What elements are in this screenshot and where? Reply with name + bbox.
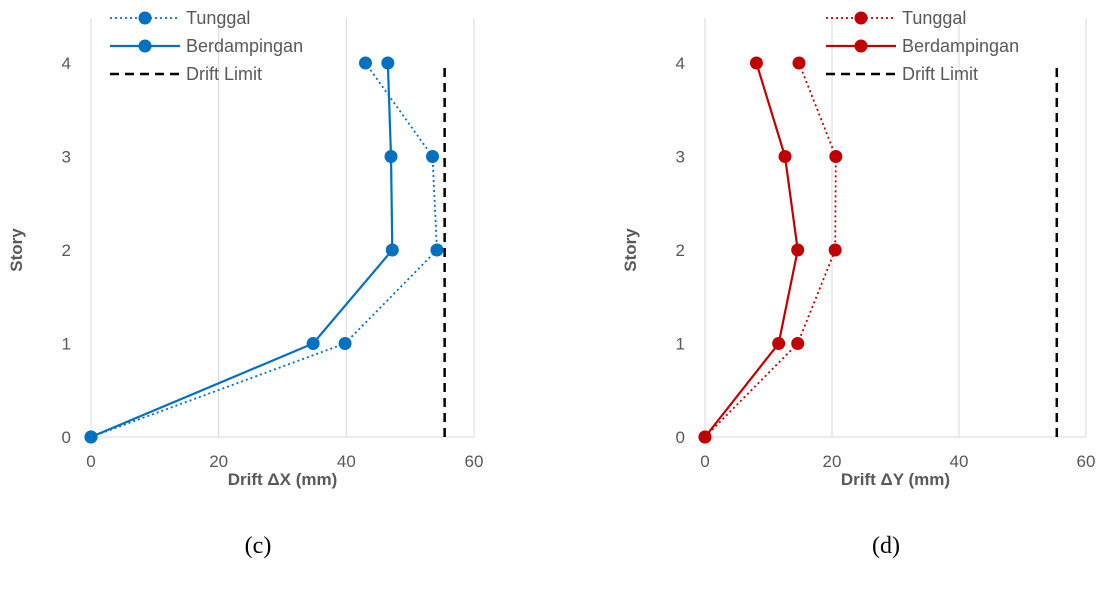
figure-caption: (d) xyxy=(872,533,900,559)
x-tick-label: 20 xyxy=(823,452,842,471)
y-tick-label: 4 xyxy=(676,54,685,73)
data-point-tunggal xyxy=(791,337,805,350)
y-axis-title: Story xyxy=(7,228,26,272)
y-tick-label: 2 xyxy=(676,241,685,260)
legend-marker xyxy=(138,39,152,53)
legend-marker xyxy=(854,39,868,53)
y-tick-label: 3 xyxy=(62,148,71,167)
x-tick-label: 20 xyxy=(209,452,228,471)
series-line-tunggal xyxy=(704,62,837,438)
chart-c: 0 20 40 60 0 1 2 3 4 Drift ΔX (mm) Story Tunggal Ber… xyxy=(7,8,483,559)
data-point-berdampingan xyxy=(306,337,320,350)
series-line-berdampingan xyxy=(704,62,799,438)
data-point-berdampingan xyxy=(698,430,712,444)
data-point-berdampingan xyxy=(778,150,792,163)
data-point-tunggal xyxy=(829,150,843,163)
y-tick-label: 0 xyxy=(62,428,71,447)
y-axis-title: Story xyxy=(621,228,640,272)
x-axis-title: Drift ΔX (mm) xyxy=(228,470,338,489)
figure-caption: (c) xyxy=(245,533,272,559)
legend-label: Drift Limit xyxy=(186,64,262,84)
x-tick-label: 40 xyxy=(337,452,356,471)
x-tick-label: 0 xyxy=(86,452,95,471)
y-tick-label: 3 xyxy=(676,148,685,167)
x-tick-label: 0 xyxy=(700,452,709,471)
data-point-berdampingan xyxy=(791,243,805,257)
data-point-berdampingan xyxy=(385,243,399,257)
y-tick-label: 0 xyxy=(676,428,685,447)
legend-label: Drift Limit xyxy=(902,64,978,84)
data-point-tunggal xyxy=(338,337,352,350)
y-tick-label: 1 xyxy=(676,335,685,354)
x-tick-label: 60 xyxy=(1077,452,1096,471)
legend-marker xyxy=(854,11,868,25)
y-tick-label: 1 xyxy=(62,335,71,354)
legend-marker xyxy=(138,11,152,25)
legend-label: Berdampingan xyxy=(902,36,1019,56)
data-point-tunggal xyxy=(426,150,440,163)
data-point-berdampingan xyxy=(384,150,398,163)
y-tick-label: 4 xyxy=(62,54,71,73)
legend-label: Berdampingan xyxy=(186,36,303,56)
legend-label: Tunggal xyxy=(186,8,250,28)
series-line-tunggal xyxy=(90,62,438,438)
data-point-tunggal xyxy=(430,243,444,257)
chart-d: 0 20 40 60 0 1 2 3 4 Drift ΔY (mm) Story Tunggal Ber… xyxy=(621,8,1095,559)
y-tick-label: 2 xyxy=(62,241,71,260)
x-axis-title: Drift ΔY (mm) xyxy=(841,470,950,489)
data-point-berdampingan xyxy=(84,430,98,444)
data-point-berdampingan xyxy=(772,337,786,350)
data-point-tunggal xyxy=(792,56,806,70)
data-point-tunggal xyxy=(358,56,372,70)
x-tick-label: 40 xyxy=(950,452,969,471)
x-tick-label: 60 xyxy=(465,452,484,471)
data-point-tunggal xyxy=(828,243,842,257)
data-point-berdampingan xyxy=(381,56,395,70)
data-point-berdampingan xyxy=(749,56,763,70)
legend-label: Tunggal xyxy=(902,8,966,28)
